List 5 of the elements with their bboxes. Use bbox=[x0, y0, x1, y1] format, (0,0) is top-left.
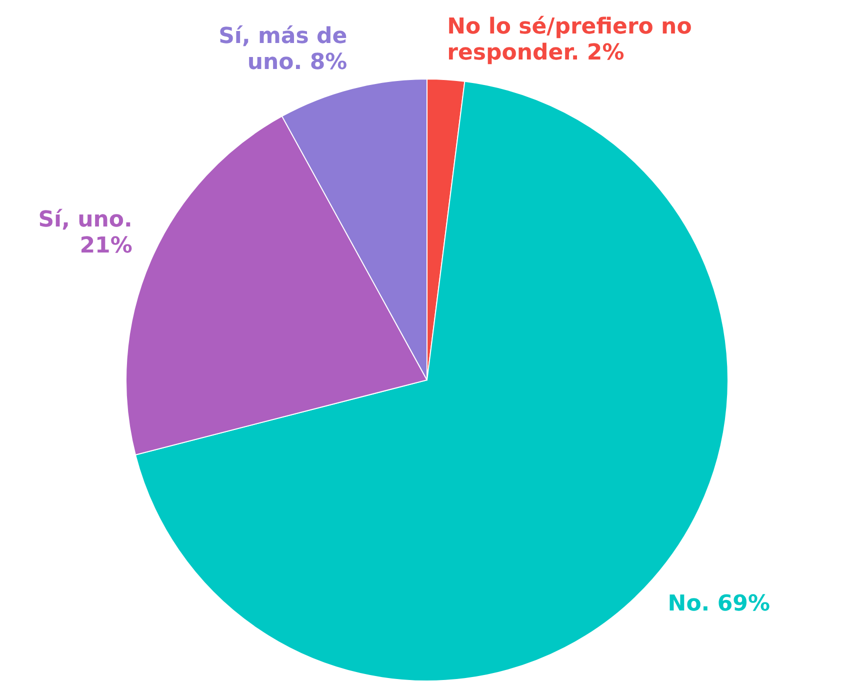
slice-label: Sí, uno. bbox=[38, 208, 132, 233]
slice-label: No. 69% bbox=[668, 591, 770, 616]
slice-label: No lo sé/prefiero no responder. 2% bbox=[447, 14, 692, 66]
data-label: 21% bbox=[80, 234, 132, 259]
slice-label: Sí, más de uno. 8% bbox=[218, 24, 348, 76]
